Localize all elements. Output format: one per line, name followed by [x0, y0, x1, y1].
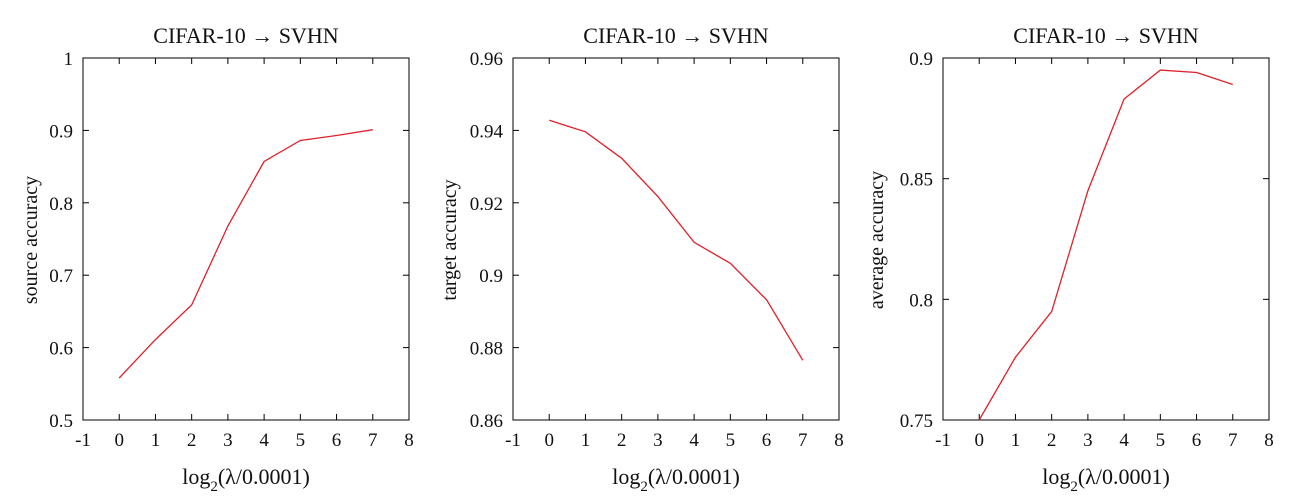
- x-tick-label: 2: [1047, 430, 1057, 451]
- x-axis-label-subscript: 2: [1070, 479, 1078, 495]
- x-tick-label: 5: [296, 430, 306, 451]
- x-axis-label-argument: (λ/0.0001): [648, 464, 740, 489]
- x-tick-label: 1: [1011, 430, 1021, 451]
- x-tick-label: 4: [259, 430, 269, 451]
- series-line-average-accuracy: [978, 69, 1234, 421]
- chart-average-accuracy: CIFAR-10 → SVHN average accuracy log2(λ/…: [866, 23, 1274, 495]
- x-axis-label-subscript: 2: [640, 479, 648, 495]
- x-tick-label: 6: [332, 430, 342, 451]
- y-tick-label: 0.88: [470, 339, 503, 360]
- x-axis-label-subscript: 2: [210, 479, 218, 495]
- y-tick-label: 0.9: [479, 266, 503, 287]
- x-tick-label: 0: [114, 430, 124, 451]
- x-axis-label-log: log: [182, 464, 210, 489]
- y-tick-label: 0.8: [49, 194, 73, 215]
- chart-target-accuracy: CIFAR-10 → SVHN target accuracy log2(λ/0…: [439, 23, 844, 495]
- y-tick-label: 0.8: [909, 290, 933, 311]
- y-tick-label: 0.85: [900, 170, 933, 191]
- x-axis-label: log2(λ/0.0001): [1042, 464, 1170, 495]
- y-axis-label: average accuracy: [866, 171, 888, 309]
- y-tick-label: 0.86: [470, 411, 503, 432]
- y-tick-label: 0.96: [470, 49, 503, 70]
- chart-title: CIFAR-10 → SVHN: [153, 23, 339, 48]
- x-tick-label: 3: [653, 430, 663, 451]
- x-tick-label: 5: [1156, 430, 1166, 451]
- x-tick-label: 8: [404, 430, 414, 451]
- y-tick-label: 0.6: [49, 339, 73, 360]
- x-tick-label: 0: [974, 430, 984, 451]
- y-axis-label: target accuracy: [439, 179, 461, 300]
- x-tick-label: 6: [1192, 430, 1202, 451]
- x-tick-label: -1: [505, 430, 521, 451]
- x-tick-label: -1: [935, 430, 951, 451]
- y-tick-label: 0.75: [900, 411, 933, 432]
- x-tick-label: 4: [689, 430, 699, 451]
- x-axis-label-argument: (λ/0.0001): [218, 464, 310, 489]
- y-tick-label: 0.94: [470, 121, 504, 142]
- x-axis-label: log2(λ/0.0001): [182, 464, 310, 495]
- x-axis-label-log: log: [1042, 464, 1070, 489]
- x-axis-label: log2(λ/0.0001): [612, 464, 740, 495]
- plot-area: [82, 57, 410, 421]
- y-axis-label: source accuracy: [20, 176, 42, 304]
- x-tick-label: 5: [726, 430, 736, 451]
- x-tick-label: 0: [544, 430, 554, 451]
- chart-title: CIFAR-10 → SVHN: [1013, 23, 1199, 48]
- y-tick-label: 1: [64, 49, 74, 70]
- x-axis-label-argument: (λ/0.0001): [1078, 464, 1170, 489]
- y-tick-label: 0.9: [909, 49, 933, 70]
- plot-area: [942, 57, 1270, 421]
- x-tick-label: 7: [1228, 430, 1238, 451]
- y-tick-label: 0.7: [49, 266, 73, 287]
- x-tick-label: 3: [223, 430, 233, 451]
- chart-title: CIFAR-10 → SVHN: [583, 23, 769, 48]
- x-tick-label: 1: [151, 430, 161, 451]
- series-line-target-accuracy: [549, 119, 804, 361]
- x-tick-label: 4: [1119, 430, 1129, 451]
- y-tick-label: 0.5: [49, 411, 73, 432]
- x-tick-label: 3: [1083, 430, 1093, 451]
- x-tick-label: 7: [368, 430, 378, 451]
- y-tick-label: 0.92: [470, 194, 503, 215]
- x-axis-label-log: log: [612, 464, 640, 489]
- x-tick-label: 1: [581, 430, 591, 451]
- series-line-source-accuracy: [118, 129, 373, 379]
- plot-area: [512, 57, 840, 421]
- x-tick-label: 7: [798, 430, 808, 451]
- x-tick-label: 8: [834, 430, 844, 451]
- x-tick-label: 6: [762, 430, 772, 451]
- x-tick-label: 2: [617, 430, 627, 451]
- x-tick-label: 2: [187, 430, 197, 451]
- y-tick-label: 0.9: [49, 121, 73, 142]
- x-tick-label: 8: [1264, 430, 1274, 451]
- chart-source-accuracy: CIFAR-10 → SVHN source accuracy log2(λ/0…: [20, 23, 414, 495]
- x-tick-label: -1: [75, 430, 91, 451]
